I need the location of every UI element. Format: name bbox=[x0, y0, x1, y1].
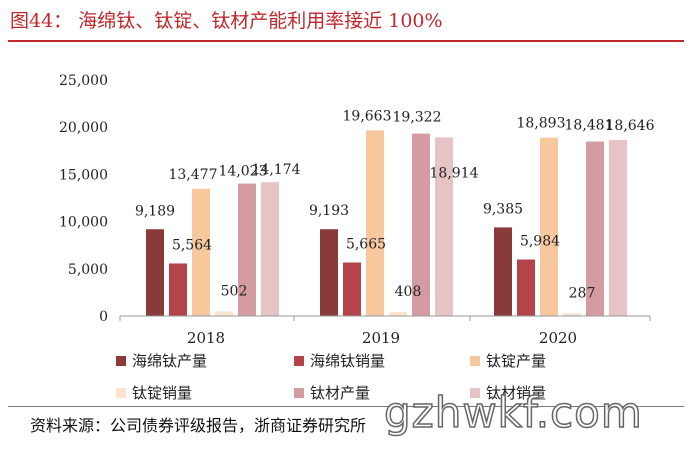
legend-label-5: 钛材产量 bbox=[310, 384, 370, 402]
y-tick-label: 15,000 bbox=[59, 167, 108, 183]
data-label-2-2020: 5,984 bbox=[520, 234, 560, 250]
legend-swatch-5 bbox=[294, 388, 304, 398]
y-tick-label: 20,000 bbox=[59, 120, 108, 136]
legend-label-6: 钛材销量 bbox=[486, 384, 546, 402]
bar-4-2019 bbox=[389, 312, 407, 316]
legend-swatch-1 bbox=[116, 356, 126, 366]
data-label-5-2018: 14,023 bbox=[219, 164, 268, 180]
bar-4-2018 bbox=[215, 311, 233, 316]
legend-label-1: 海绵钛产量 bbox=[132, 352, 207, 370]
y-tick-label: 0 bbox=[99, 309, 108, 325]
data-label-1-2018: 9,189 bbox=[135, 203, 175, 219]
bar-2-2018 bbox=[169, 263, 187, 316]
legend-label-2: 海绵钛销量 bbox=[310, 352, 385, 370]
legend-label-3: 钛锭产量 bbox=[486, 352, 546, 370]
bar-5-2019 bbox=[412, 133, 430, 316]
bar-3-2020 bbox=[540, 137, 558, 316]
data-label-3-2018: 13,477 bbox=[169, 167, 218, 183]
bar-3-2019 bbox=[366, 130, 384, 316]
bar-1-2020 bbox=[494, 227, 512, 316]
data-label-5-2020: 18,481 bbox=[565, 118, 614, 134]
data-label-1-2019: 9,193 bbox=[309, 203, 349, 219]
data-label-6-2020: 18,646 bbox=[606, 118, 655, 134]
source-divider bbox=[8, 406, 684, 407]
y-tick-label: 5,000 bbox=[68, 262, 108, 278]
bar-6-2020 bbox=[609, 139, 627, 316]
data-label-4-2020: 287 bbox=[569, 285, 596, 301]
legend-swatch-3 bbox=[470, 356, 480, 366]
data-label-3-2020: 18,893 bbox=[517, 116, 566, 132]
y-tick-label: 25,000 bbox=[59, 73, 108, 89]
title-underline bbox=[8, 40, 684, 42]
legend-swatch-6 bbox=[470, 388, 480, 398]
watermark: gzhwkf.com bbox=[383, 387, 643, 438]
bar-1-2019 bbox=[320, 229, 338, 316]
x-tick-label-2019: 2019 bbox=[362, 329, 400, 347]
x-tick-label-2020: 2020 bbox=[539, 329, 577, 347]
data-label-4-2019: 408 bbox=[395, 284, 422, 300]
y-tick-label: 10,000 bbox=[59, 215, 108, 231]
bar-6-2019 bbox=[435, 137, 453, 316]
legend-label-4: 钛锭销量 bbox=[132, 384, 192, 402]
data-label-1-2020: 9,385 bbox=[483, 201, 523, 217]
bar-4-2020 bbox=[563, 313, 581, 316]
legend-swatch-4 bbox=[116, 388, 126, 398]
data-label-6-2019: 18,914 bbox=[430, 165, 479, 181]
bar-2-2019 bbox=[343, 262, 361, 316]
bar-5-2020 bbox=[586, 141, 604, 316]
bar-6-2018 bbox=[261, 182, 279, 316]
bar-2-2020 bbox=[517, 259, 535, 316]
chart-title: 图44： 海绵钛、钛锭、钛材产能利用率接近 100% bbox=[10, 10, 443, 32]
data-label-6-2018: 14,174 bbox=[252, 162, 301, 178]
bar-5-2018 bbox=[238, 183, 256, 316]
bar-1-2018 bbox=[146, 229, 164, 316]
data-label-4-2018: 502 bbox=[221, 283, 248, 299]
data-label-5-2019: 19,322 bbox=[393, 110, 442, 126]
data-label-3-2019: 19,663 bbox=[343, 108, 392, 124]
data-label-2-2019: 5,665 bbox=[346, 237, 386, 253]
x-tick-label-2018: 2018 bbox=[187, 329, 225, 347]
data-label-2-2018: 5,564 bbox=[172, 237, 212, 253]
legend-swatch-2 bbox=[294, 356, 304, 366]
bar-3-2018 bbox=[192, 188, 210, 316]
source-note: 资料来源：公司债券评级报告，浙商证券研究所 bbox=[30, 416, 367, 435]
